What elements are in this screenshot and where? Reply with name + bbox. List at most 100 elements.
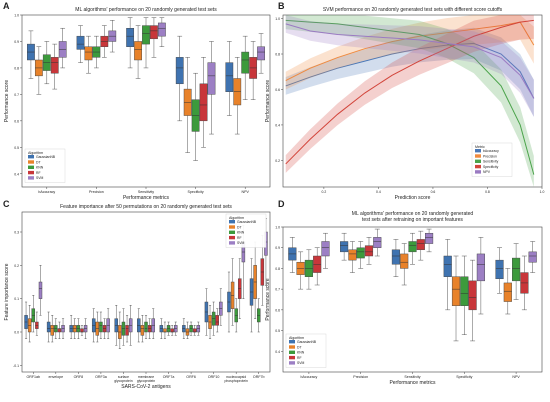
legend-swatch	[28, 176, 34, 180]
box-rf	[364, 245, 374, 257]
x-tick-label: Specificity	[188, 190, 204, 194]
chart-title: SVM performance on 20 randomly generated…	[323, 7, 503, 13]
y-axis-label: Performance score	[265, 278, 271, 320]
box-rf	[416, 239, 425, 251]
box-gaussiannb	[391, 249, 400, 265]
box-rf	[150, 25, 158, 40]
panel-d: D 0.4 0.5 0.6 0.7 0.8 0.9 1.0 Performance score b…	[265, 199, 543, 386]
box-rf	[57, 328, 62, 333]
legend-label: Precision	[483, 154, 497, 158]
legend-label: SVM	[297, 361, 305, 365]
x-tick-label: nucleocapsid	[226, 375, 246, 379]
box-svm	[321, 241, 330, 257]
box-rf	[192, 328, 197, 333]
y-tick-label: 0.8	[14, 66, 19, 70]
box-rf	[199, 83, 208, 122]
x-tick-label: ORF10	[208, 375, 220, 379]
legend-swatch	[289, 355, 295, 360]
y-tick-label: 0.4	[275, 123, 280, 127]
legend-label: bAccuracy	[483, 149, 499, 153]
legend-title: Algorithm	[289, 336, 304, 340]
box-dt	[503, 282, 512, 302]
legend-swatch	[229, 230, 235, 234]
y-tick-label: 0.6	[275, 308, 280, 312]
box-rf	[215, 315, 219, 326]
x-tick-label: ORF7a	[163, 375, 175, 379]
box-gaussiannb	[495, 259, 504, 280]
box-rf	[80, 328, 84, 333]
box-svm	[425, 232, 434, 244]
box-knn	[356, 247, 365, 259]
y-tick-label: 0.4	[275, 350, 280, 354]
series-line-npv	[285, 23, 535, 99]
y-tick-label: 1.0	[275, 17, 280, 21]
box-knn	[142, 25, 150, 45]
x-axis-label: SARS-CoV-2 antigens	[121, 384, 171, 390]
box-svm	[257, 46, 265, 61]
legend-label: GaussianNB	[237, 220, 257, 224]
x-tick-label: Precision	[353, 375, 368, 379]
panel-b: B 0.2 0.4 0.6 0.8 1.0 Performance score 0.2 0.4 0…	[265, 1, 544, 201]
x-axis-label: Performance metrics	[389, 380, 436, 386]
chart-title: ML algorithms' performance on 20 randoml…	[352, 211, 474, 217]
panel-letter: B	[278, 1, 285, 11]
box-rf	[170, 328, 174, 333]
box-svm	[373, 237, 382, 248]
series-line-sensitivity	[285, 19, 535, 175]
x-tick-label: ORF1ab	[26, 375, 40, 379]
legend-swatch	[475, 170, 481, 174]
y-tick-label: 0.4	[14, 172, 19, 176]
panel-a: A 0.4 0.5 0.6 0.7 0.8 0.9 1.0 Performance score b…	[3, 1, 271, 201]
box-dt	[84, 46, 93, 61]
y-axis-label: Feature importance score	[4, 263, 10, 320]
box-dt	[134, 41, 142, 61]
box-gaussiannb	[175, 57, 184, 85]
x-tick-label: 0.2	[322, 190, 327, 194]
legend-label: DT	[237, 225, 242, 229]
x-tick-label: phosphoprotein	[224, 379, 247, 383]
y-tick-label: 1.0	[14, 14, 19, 18]
legend-label: Sensitivity	[483, 160, 499, 164]
box-svm	[38, 281, 43, 299]
panel-letter: C	[3, 199, 10, 209]
y-tick-label: 0.1	[14, 297, 19, 301]
box-knn	[408, 241, 417, 253]
legend-label: GaussianNB	[297, 340, 317, 344]
chart-title: ML algorithms' performance on 20 randoml…	[75, 7, 217, 13]
box-dt	[50, 325, 54, 336]
legend-label: RF	[237, 236, 242, 240]
legend-label: DT	[297, 345, 302, 349]
legend-swatch	[28, 155, 34, 159]
box-knn	[512, 257, 521, 282]
x-tick-label: bAccuracy	[38, 190, 55, 194]
legend-swatch	[28, 165, 34, 169]
box-gaussiannb	[126, 28, 135, 47]
y-tick-label: 0.6	[275, 88, 280, 92]
y-tick-label: 0.8	[275, 53, 280, 57]
legend-label: NPV	[483, 170, 491, 174]
legend-title: Algorithm	[28, 151, 43, 155]
x-tick-label: NPV	[242, 190, 250, 194]
x-tick-label: bAccuracy	[301, 375, 318, 379]
box-svm	[207, 62, 216, 95]
legend-swatch	[229, 225, 235, 229]
x-tick-label: 0.6	[431, 190, 436, 194]
legend-label: GaussianNB	[36, 155, 56, 159]
y-tick-label: 0.6	[14, 119, 19, 123]
x-tick-label: ORF7b	[253, 375, 265, 379]
box-dt	[163, 328, 167, 333]
box-gaussiannb	[225, 62, 234, 92]
box-rf	[468, 280, 477, 311]
legend-swatch	[289, 345, 295, 349]
box-knn	[460, 276, 469, 306]
legend-label: KNN	[36, 166, 44, 170]
legend-swatch	[289, 361, 295, 365]
legend-swatch	[229, 241, 235, 245]
x-tick-label: 0.8	[485, 190, 490, 194]
panel-letter: A	[3, 1, 10, 11]
legend-swatch	[229, 235, 235, 240]
y-tick-label: 0.2	[275, 159, 280, 163]
x-tick-label: membrane	[138, 375, 154, 379]
x-tick-label: glycoprotein	[114, 379, 132, 383]
legend-swatch	[289, 340, 295, 344]
